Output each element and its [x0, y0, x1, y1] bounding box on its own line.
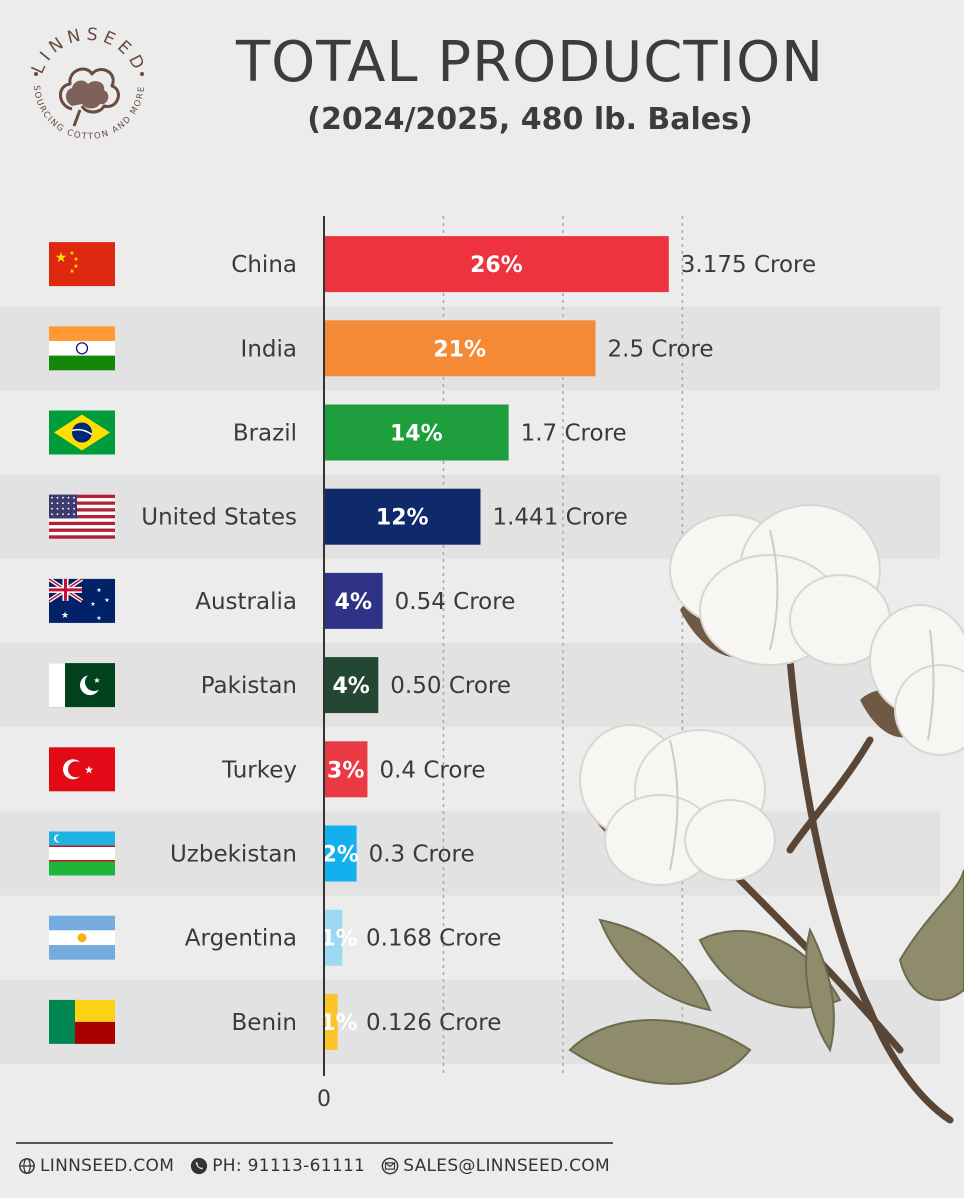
- value-label: 0.54 Crore: [395, 589, 516, 615]
- svg-text:★: ★: [73, 256, 78, 263]
- country-label: Australia: [195, 589, 297, 615]
- bar: [324, 404, 509, 461]
- value-label: 0.126 Crore: [366, 1010, 501, 1036]
- china-flag-icon: ★ ★★★★: [49, 242, 115, 287]
- value-label: 1.7 Crore: [521, 421, 627, 447]
- share-label: 2%: [322, 843, 359, 868]
- country-label: Benin: [232, 1010, 297, 1036]
- value-label: 2.5 Crore: [608, 336, 714, 362]
- bar: [324, 572, 383, 629]
- globe-icon: [19, 1158, 35, 1174]
- svg-text:★: ★: [55, 249, 68, 265]
- bar: [324, 825, 357, 882]
- bar: [324, 236, 669, 293]
- linnseed-logo: LINNSEED SOURCING COTTON AND MORE: [28, 25, 146, 143]
- india-flag-icon: [49, 326, 115, 371]
- page-subtitle: (2024/2025, 480 lb. Bales): [307, 102, 753, 137]
- svg-text:★: ★: [104, 597, 109, 604]
- footer-divider: [16, 1142, 613, 1144]
- bar: [324, 909, 343, 966]
- usa-flag-icon: [49, 494, 115, 539]
- footer-phone[interactable]: PH: 91113-61111: [190, 1156, 365, 1176]
- australia-flag-icon: ★★★★★: [47, 577, 115, 623]
- footer-email[interactable]: SALES@LINNSEED.COM: [381, 1156, 610, 1176]
- bar: [324, 741, 368, 798]
- svg-text:★: ★: [93, 676, 100, 685]
- svg-text:★: ★: [69, 268, 74, 275]
- mail-icon: [381, 1157, 399, 1175]
- value-label: 0.50 Crore: [390, 673, 511, 699]
- bar: [324, 993, 338, 1050]
- page-title: TOTAL PRODUCTION: [235, 30, 825, 95]
- svg-text:★: ★: [61, 610, 69, 620]
- country-label: Argentina: [185, 926, 297, 952]
- country-label: Brazil: [233, 421, 297, 447]
- share-label: 26%: [470, 253, 523, 278]
- pakistan-flag-icon: ★: [49, 663, 115, 708]
- benin-flag-icon: [49, 999, 115, 1044]
- country-label: China: [231, 252, 297, 278]
- share-label: 1%: [320, 927, 357, 952]
- bar: [324, 657, 379, 714]
- value-label: 0.168 Crore: [366, 926, 501, 952]
- value-label: 0.4 Crore: [379, 757, 485, 783]
- row-band: [0, 811, 940, 896]
- share-label: 4%: [332, 674, 369, 699]
- share-label: 21%: [433, 337, 486, 362]
- value-label: 0.3 Crore: [369, 842, 475, 868]
- phone-icon: [191, 1157, 208, 1175]
- svg-text:★: ★: [96, 615, 101, 622]
- country-label: Uzbekistan: [170, 842, 297, 868]
- brazil-flag-icon: [49, 410, 115, 455]
- footer-phone-text: PH: 91113-61111: [212, 1156, 366, 1176]
- footer-website[interactable]: LINNSEED.COM: [18, 1156, 174, 1176]
- svg-text:★: ★: [73, 263, 78, 270]
- bar: [324, 488, 481, 545]
- svg-text:★: ★: [84, 764, 94, 776]
- cotton-plant-illustration: [568, 504, 964, 1124]
- share-label: 14%: [390, 422, 443, 447]
- bar: [324, 320, 596, 377]
- country-label: United States: [141, 505, 297, 531]
- value-label: 1.441 Crore: [492, 505, 627, 531]
- value-label: 3.175 Crore: [681, 252, 816, 278]
- cotton-boll-icon: [59, 67, 120, 127]
- country-label: Pakistan: [201, 673, 297, 699]
- svg-text:★: ★: [96, 587, 101, 594]
- footer-website-text: LINNSEED.COM: [40, 1156, 175, 1176]
- footer-email-text: SALES@LINNSEED.COM: [403, 1156, 610, 1176]
- country-label: Turkey: [221, 757, 297, 783]
- footer-contacts: LINNSEED.COM PH: 91113-61111 SALES@LINNS…: [18, 1152, 626, 1180]
- svg-text:★: ★: [69, 250, 74, 257]
- x-tick-label: 0: [317, 1087, 331, 1112]
- share-label: 4%: [335, 590, 372, 615]
- turkey-flag-icon: ★: [49, 747, 115, 792]
- argentina-flag-icon: [49, 915, 115, 960]
- country-label: India: [241, 336, 297, 362]
- share-label: 1%: [320, 1011, 357, 1036]
- uzbekistan-flag-icon: [49, 831, 115, 876]
- svg-text:★: ★: [90, 601, 95, 608]
- share-label: 3%: [327, 758, 364, 783]
- share-label: 12%: [376, 506, 429, 531]
